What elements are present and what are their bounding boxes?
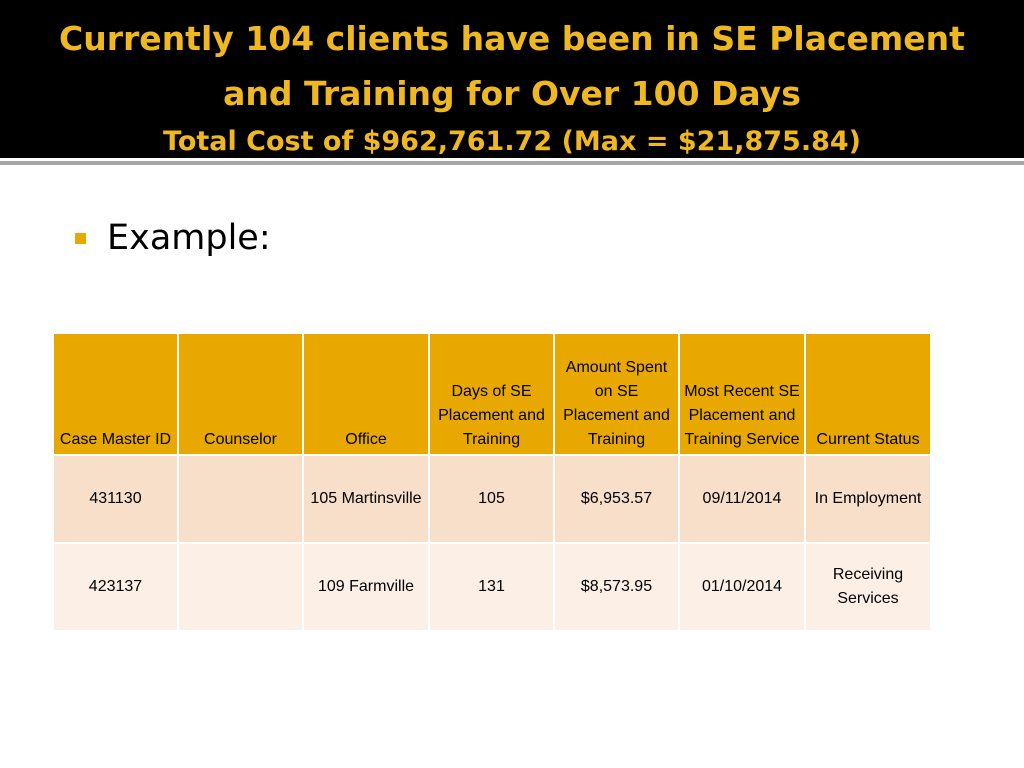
slide-title-line1: Currently 104 clients have been in SE Pl… (59, 19, 965, 58)
header-office: Office (302, 332, 430, 456)
clients-table: Case Master ID Counselor Office Days of … (52, 332, 932, 632)
title-divider-gray (0, 161, 1024, 165)
cell-current-status: In Employment (804, 454, 932, 544)
bullet-square-icon (75, 233, 86, 244)
header-amount-spent: Amount Spent on SE Placement and Trainin… (553, 332, 680, 456)
cell-office: 105 Martinsville (302, 454, 430, 544)
title-band: Currently 104 clients have been in SE Pl… (0, 0, 1024, 158)
table-header-row: Case Master ID Counselor Office Days of … (52, 332, 932, 456)
table-row: 423137 109 Farmville 131 $8,573.95 01/10… (52, 542, 932, 632)
cell-days: 105 (428, 454, 555, 544)
cell-most-recent-service: 01/10/2014 (678, 542, 806, 632)
cell-current-status: Receiving Services (804, 542, 932, 632)
table-row: 431130 105 Martinsville 105 $6,953.57 09… (52, 454, 932, 544)
cell-counselor (177, 542, 304, 632)
cell-amount-spent: $8,573.95 (553, 542, 680, 632)
header-case-master-id: Case Master ID (52, 332, 179, 456)
cell-office: 109 Farmville (302, 542, 430, 632)
bullet-text: Example: (107, 218, 271, 258)
cell-days: 131 (428, 542, 555, 632)
cell-most-recent-service: 09/11/2014 (678, 454, 806, 544)
header-days: Days of SE Placement and Training (428, 332, 555, 456)
title-divider-light (0, 158, 1024, 161)
cell-amount-spent: $6,953.57 (553, 454, 680, 544)
header-most-recent-service: Most Recent SE Placement and Training Se… (678, 332, 806, 456)
slide-subtitle: Total Cost of $962,761.72 (Max = $21,875… (162, 126, 861, 157)
slide-title-line2: and Training for Over 100 Days (223, 74, 801, 113)
cell-case-master-id: 431130 (52, 454, 179, 544)
header-current-status: Current Status (804, 332, 932, 456)
cell-counselor (177, 454, 304, 544)
header-counselor: Counselor (177, 332, 304, 456)
cell-case-master-id: 423137 (52, 542, 179, 632)
